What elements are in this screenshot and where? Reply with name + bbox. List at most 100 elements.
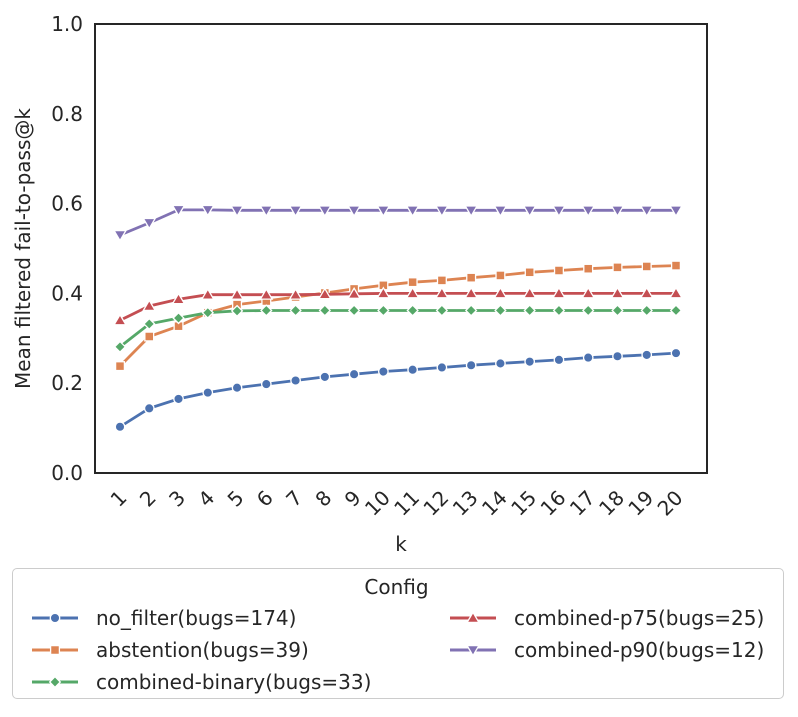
diamond-marker-icon (406, 304, 419, 317)
triangle-up-marker-icon (230, 287, 245, 300)
x-tick-label: 20 (653, 486, 688, 521)
triangle-down-marker-icon (581, 205, 596, 218)
diamond-marker-icon (318, 304, 332, 317)
square-legend-icon (32, 644, 78, 656)
triangle-up-marker-icon (464, 286, 479, 299)
y-tick-label: 0.0 (51, 461, 83, 485)
legend-item-label: combined-p75(bugs=25) (514, 606, 765, 630)
circle-legend-icon (32, 612, 78, 624)
triangle-down-marker-icon (405, 205, 420, 218)
triangle-down-marker-icon (112, 229, 128, 242)
diamond-marker-icon (260, 304, 273, 317)
circle-marker-icon (173, 393, 184, 405)
circle-marker-icon (378, 366, 389, 377)
diamond-marker-icon (552, 304, 566, 317)
circle-marker-icon (612, 350, 623, 362)
legend-item-label: combined-binary(bugs=33) (96, 670, 372, 694)
circle-marker-icon (465, 359, 477, 371)
y-tick-label: 0.6 (51, 192, 83, 216)
square-marker-icon (114, 361, 126, 372)
circle-marker-icon (202, 387, 214, 398)
series-triangle-up (112, 286, 684, 326)
diamond-marker-icon (669, 304, 683, 317)
x-tick-label: 9 (340, 486, 366, 512)
triangle-up-marker-icon (668, 286, 684, 299)
triangle-up-marker-icon (434, 286, 449, 299)
triangle-up-marker-icon (317, 287, 332, 300)
legend-item-label: no_filter(bugs=174) (96, 606, 297, 630)
triangle-down-legend-icon (450, 644, 496, 657)
triangle-down-marker-icon (551, 205, 566, 218)
triangle-up-marker-icon (142, 299, 157, 312)
triangle-down-marker-icon (142, 217, 157, 230)
triangle-down-marker-icon (259, 205, 274, 218)
x-tick-label: 5 (223, 486, 249, 512)
x-tick-label: 7 (281, 486, 307, 512)
triangle-up-marker-icon (376, 286, 391, 299)
square-marker-icon (436, 275, 447, 286)
triangle-up-marker-icon (405, 286, 420, 299)
triangle-up-marker-icon (522, 286, 537, 299)
square-marker-icon (524, 267, 535, 278)
x-tick-label: 6 (252, 486, 278, 512)
legend-items: no_filter(bugs=174) abstention(bugs=39) co… (18, 602, 775, 698)
circle-marker-icon (670, 347, 682, 359)
series-line (118, 291, 678, 322)
diamond-marker-icon (611, 304, 624, 317)
square-marker-icon (583, 263, 594, 274)
triangle-up-marker-icon (610, 286, 625, 299)
circle-marker-icon (290, 375, 301, 386)
series-diamond (113, 304, 683, 354)
axes-frame (94, 23, 708, 474)
circle-marker-icon (348, 368, 360, 380)
square-marker-icon (641, 261, 652, 272)
legend-item: combined-binary(bugs=33) (30, 670, 448, 694)
triangle-down-marker-icon (288, 205, 303, 218)
y-tick-label: 0.2 (51, 371, 83, 395)
diamond-marker-icon (435, 304, 449, 317)
y-axis-label: Mean filtered fail-to-pass@k (11, 108, 35, 389)
legend-item-label: abstention(bugs=39) (96, 638, 309, 662)
x-tick-label: 2 (135, 486, 161, 512)
legend-item-label: combined-p90(bugs=12) (514, 638, 765, 662)
x-tick-label: 4 (193, 486, 219, 512)
triangle-up-marker-icon (639, 286, 654, 299)
triangle-up-marker-icon (171, 292, 186, 305)
circle-marker-icon (114, 421, 126, 433)
diamond-marker-icon (230, 304, 244, 318)
square-marker-icon (49, 644, 61, 656)
legend: Config no_filter(bugs=174) abstention(bug… (12, 568, 784, 699)
diamond-marker-icon (464, 304, 478, 317)
x-tick-label: 1 (106, 486, 132, 512)
diamond-marker-icon (201, 306, 215, 319)
diamond-marker-icon (581, 304, 595, 317)
triangle-down-marker-icon (434, 205, 449, 218)
series-circle (114, 347, 682, 433)
diamond-marker-icon (289, 304, 302, 317)
circle-marker-icon (553, 354, 565, 366)
triangle-down-marker-icon (347, 205, 362, 218)
diamond-marker-icon (48, 675, 62, 689)
triangle-up-marker-icon (465, 611, 481, 624)
circle-marker-icon (495, 358, 506, 369)
diamond-marker-icon (640, 304, 653, 317)
y-tick-label: 0.4 (51, 281, 83, 305)
diamond-marker-icon (347, 304, 361, 317)
triangle-down-marker-icon (376, 205, 391, 218)
triangle-down-marker-icon (230, 205, 245, 218)
circle-marker-icon (319, 371, 331, 383)
circle-marker-icon (260, 378, 272, 390)
diamond-marker-icon (143, 317, 156, 331)
diamond-marker-icon (523, 304, 536, 317)
circle-marker-icon (407, 364, 418, 376)
legend-item: no_filter(bugs=174) (30, 606, 448, 630)
triangle-up-marker-icon (347, 286, 362, 299)
circle-marker-icon (582, 352, 594, 363)
triangle-up-marker-icon (259, 287, 274, 300)
circle-marker-icon (49, 612, 61, 624)
x-axis-label: k (395, 532, 407, 556)
square-marker-icon (495, 270, 506, 281)
diamond-legend-icon (32, 675, 78, 689)
triangle-down-marker-icon (465, 644, 481, 657)
